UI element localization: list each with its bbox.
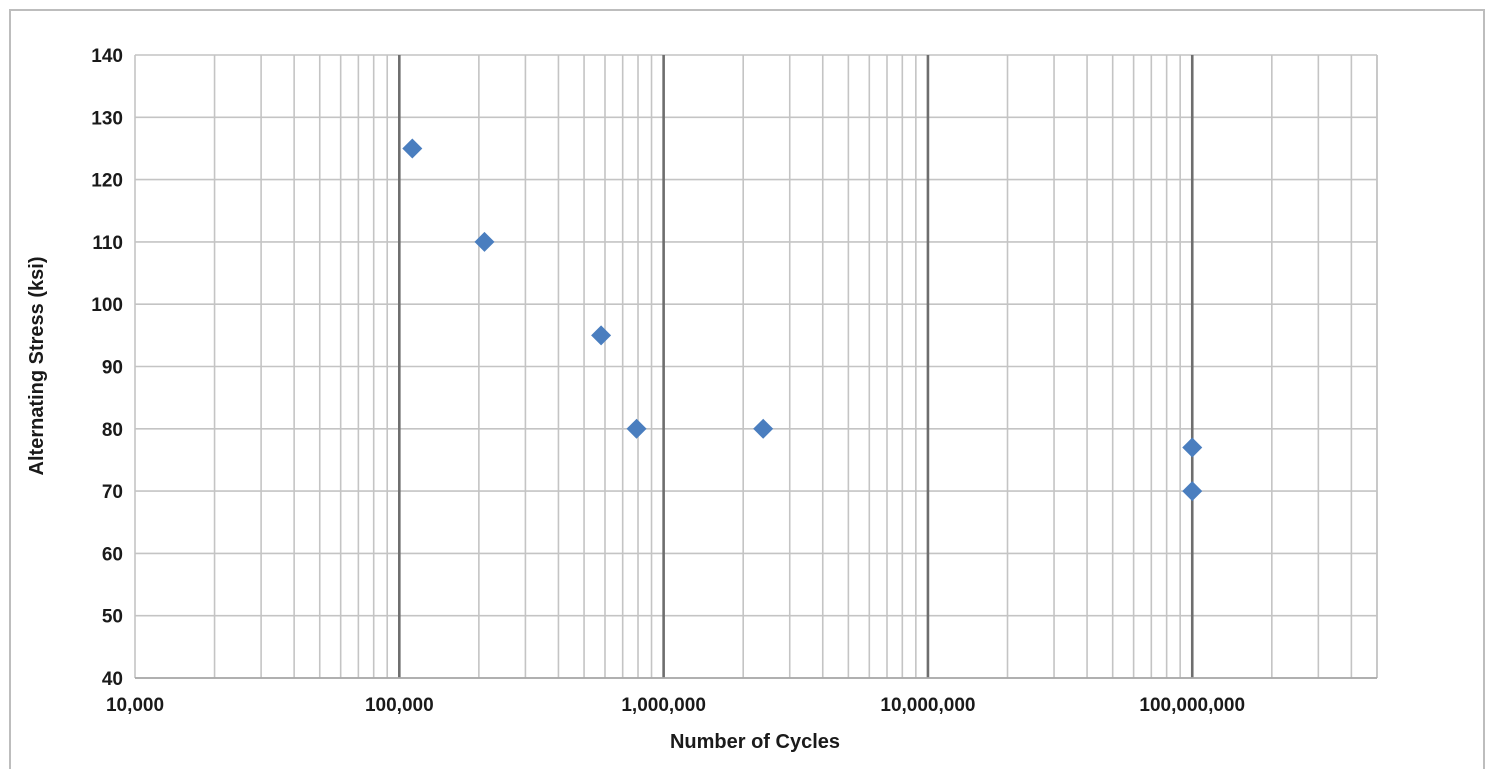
data-point-diamond	[474, 231, 495, 252]
y-axis-label: Alternating Stress (ksi)	[26, 257, 48, 476]
y-tick-label: 130	[91, 108, 123, 129]
data-point-diamond	[753, 418, 774, 439]
data-points	[402, 138, 1203, 502]
chart-frame	[9, 9, 1485, 769]
y-tick-label: 60	[102, 544, 123, 565]
y-tick-label: 140	[91, 46, 123, 67]
x-tick-label: 10,000	[106, 695, 164, 716]
y-tick-label: 100	[91, 295, 123, 316]
y-tick-label: 50	[102, 607, 123, 628]
major-gridlines	[134, 55, 1377, 679]
y-tick-label: 110	[92, 233, 123, 254]
y-axis-tick-labels: 40 50 60 70 80 90 100 110 120 130 140	[91, 46, 123, 690]
x-tick-label: 100,000	[365, 695, 434, 716]
x-axis-label: Number of Cycles	[670, 731, 840, 753]
y-tick-label: 90	[102, 358, 123, 379]
data-point-diamond	[591, 325, 612, 346]
y-tick-label: 70	[102, 482, 123, 503]
data-point-diamond	[402, 138, 423, 159]
x-tick-label: 1,000,000	[621, 695, 706, 716]
y-tick-label: 80	[102, 420, 123, 441]
data-point-diamond	[1182, 481, 1203, 502]
x-axis-tick-labels: 10,000 100,000 1,000,000 10,000,000 100,000,…	[106, 695, 1245, 716]
y-tick-label: 120	[91, 171, 123, 192]
x-tick-label: 10,000,000	[880, 695, 975, 716]
y-tick-label: 40	[102, 669, 123, 690]
minor-gridlines	[135, 54, 1378, 679]
data-point-diamond	[626, 418, 647, 439]
data-point-diamond	[1182, 437, 1203, 458]
x-tick-label: 100,000,000	[1139, 695, 1245, 716]
